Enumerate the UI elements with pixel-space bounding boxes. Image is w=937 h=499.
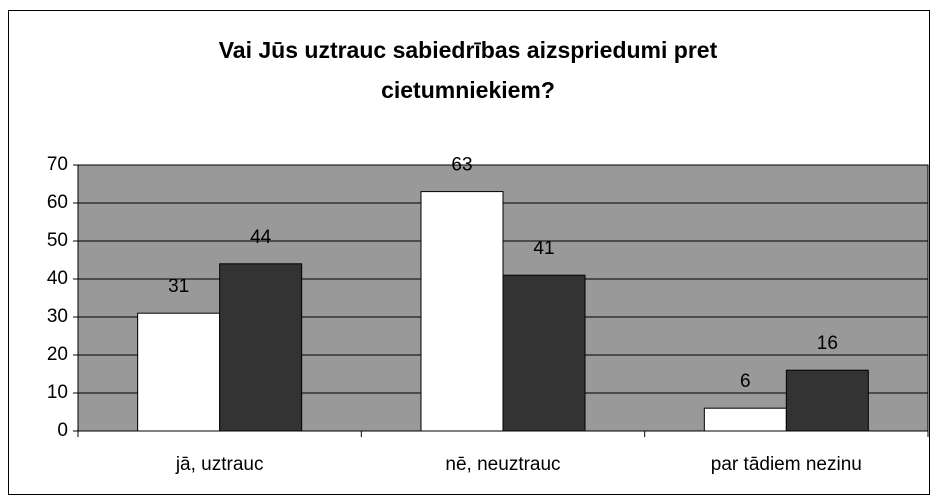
bar — [502, 274, 586, 432]
x-tick-label: jā, uztrauc — [175, 454, 264, 475]
y-tick-label: 50 — [47, 230, 68, 251]
y-tick-label: 10 — [47, 382, 68, 403]
y-tick-label: 30 — [47, 306, 68, 327]
x-tick-label: nē, neuztrauc — [445, 454, 560, 475]
bar — [703, 407, 787, 432]
bar — [137, 312, 221, 432]
data-label: 31 — [168, 276, 189, 297]
y-tick-label: 60 — [47, 192, 68, 213]
y-tick-label: 20 — [47, 344, 68, 365]
chart-title: Vai Jūs uztrauc sabiedrības aizspriedumi… — [218, 37, 718, 103]
data-label: 16 — [817, 333, 838, 354]
data-label: 6 — [740, 371, 751, 392]
data-label: 44 — [250, 227, 272, 248]
bar — [420, 191, 504, 432]
data-label: 41 — [533, 238, 554, 259]
bar — [785, 369, 869, 432]
y-tick-label: 70 — [47, 154, 68, 175]
data-label: 63 — [451, 155, 472, 176]
x-tick-label: par tādiem nezinu — [711, 454, 862, 475]
y-tick-label: 40 — [47, 268, 68, 289]
y-tick-label: 0 — [57, 420, 68, 441]
bar — [219, 263, 303, 432]
